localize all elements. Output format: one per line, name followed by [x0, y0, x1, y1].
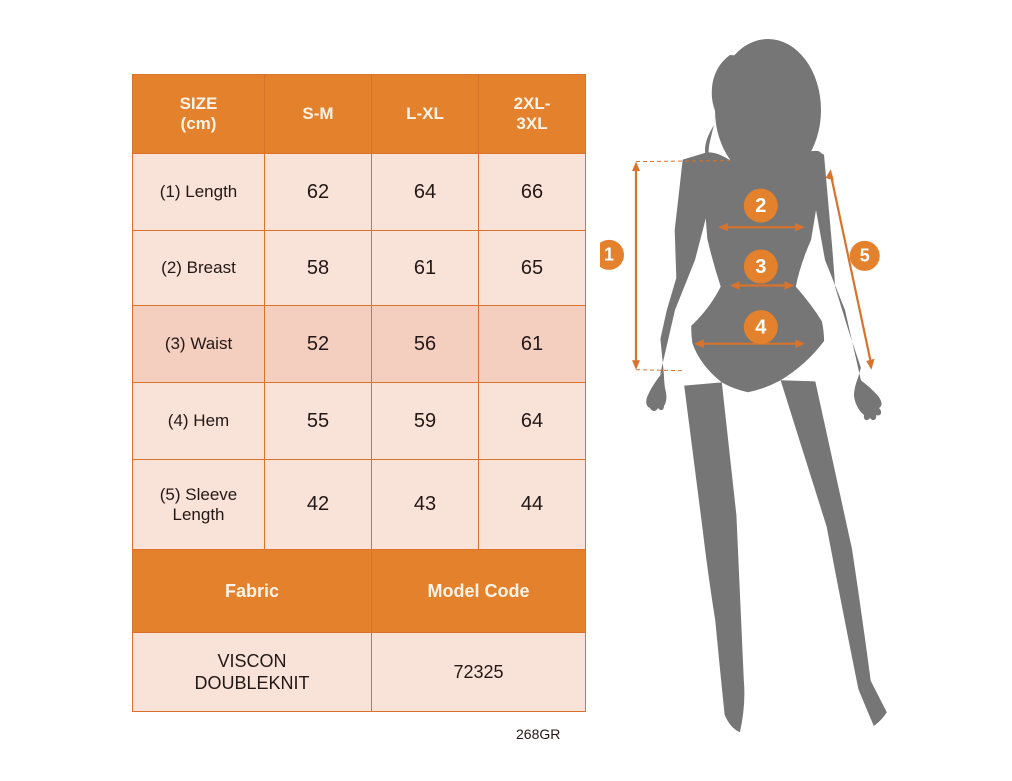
svg-text:5: 5 [860, 246, 870, 266]
svg-text:2: 2 [755, 195, 766, 217]
svg-text:1: 1 [604, 245, 614, 265]
svg-text:3: 3 [755, 256, 766, 278]
svg-text:4: 4 [755, 317, 767, 339]
